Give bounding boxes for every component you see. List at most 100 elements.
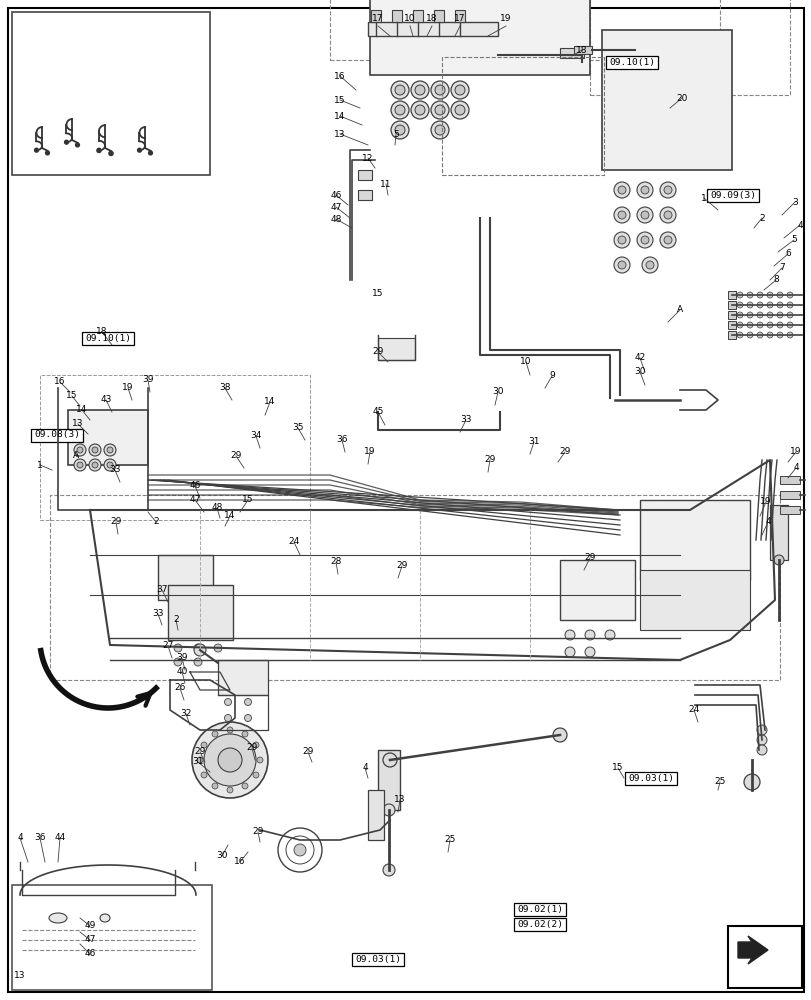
Bar	[12, 885, 212, 990]
Circle shape	[391, 101, 409, 119]
Text: 24: 24	[688, 706, 699, 714]
Circle shape	[766, 322, 772, 328]
Text: 1: 1	[37, 460, 43, 470]
Text: 09.03(1): 09.03(1)	[354, 955, 401, 964]
Text: 29: 29	[246, 743, 257, 752]
Circle shape	[431, 121, 448, 139]
Text: 35: 35	[292, 424, 303, 432]
Circle shape	[74, 459, 86, 471]
Bar	[727, 926, 801, 988]
Bar	[727, 331, 735, 339]
Text: 19: 19	[364, 448, 375, 456]
Text: 9: 9	[548, 371, 554, 380]
Text: 4: 4	[796, 221, 802, 230]
Bar	[168, 585, 233, 640]
Circle shape	[394, 85, 405, 95]
Circle shape	[659, 207, 676, 223]
Text: 29: 29	[396, 562, 407, 570]
Text: 11: 11	[380, 180, 391, 189]
Text: 19: 19	[122, 383, 134, 392]
Text: 16: 16	[334, 72, 345, 81]
Bar	[351, 953, 404, 966]
Text: 34: 34	[250, 432, 261, 440]
Text: 16: 16	[234, 857, 246, 866]
Text: 30: 30	[633, 367, 645, 376]
Bar	[371, 10, 380, 22]
Text: 39: 39	[142, 375, 153, 384]
Text: 42: 42	[633, 354, 645, 362]
Bar	[392, 10, 401, 22]
Circle shape	[756, 312, 762, 318]
Circle shape	[756, 725, 766, 735]
Bar	[560, 560, 634, 620]
Text: 16: 16	[54, 377, 66, 386]
Bar	[68, 410, 148, 465]
Text: 09.02(2): 09.02(2)	[517, 920, 562, 929]
Bar	[601, 30, 731, 170]
Text: 09.09(3): 09.09(3)	[709, 191, 755, 200]
Text: 44: 44	[54, 833, 66, 842]
Text: 25: 25	[714, 778, 725, 786]
Bar	[779, 476, 799, 484]
Text: 4: 4	[792, 464, 798, 473]
Bar	[727, 321, 735, 329]
Text: 48: 48	[211, 504, 222, 512]
Polygon shape	[737, 936, 767, 964]
Circle shape	[564, 647, 574, 657]
Circle shape	[174, 644, 182, 652]
Bar	[454, 10, 465, 22]
Bar	[727, 291, 735, 299]
Text: 36: 36	[34, 833, 45, 842]
Circle shape	[756, 302, 762, 308]
Bar	[560, 48, 583, 58]
Circle shape	[224, 714, 231, 721]
Bar	[769, 505, 787, 560]
Ellipse shape	[100, 914, 109, 922]
Text: 18: 18	[97, 328, 108, 336]
Text: 28: 28	[330, 558, 341, 566]
Text: 09.08(3): 09.08(3)	[34, 430, 80, 440]
Circle shape	[756, 745, 766, 755]
Bar	[329, 0, 719, 60]
Bar	[441, 57, 603, 175]
Circle shape	[766, 332, 772, 338]
Text: 25: 25	[444, 835, 455, 844]
Circle shape	[92, 447, 98, 453]
Circle shape	[454, 85, 465, 95]
Circle shape	[613, 207, 629, 223]
Bar	[624, 772, 676, 784]
Circle shape	[564, 630, 574, 640]
Bar	[727, 311, 735, 319]
Circle shape	[613, 232, 629, 248]
Bar	[706, 189, 758, 202]
Circle shape	[74, 444, 86, 456]
Circle shape	[776, 312, 782, 318]
Text: 13: 13	[334, 130, 345, 139]
Text: 40: 40	[176, 668, 187, 676]
Circle shape	[253, 772, 259, 778]
Circle shape	[435, 125, 444, 135]
Text: 5: 5	[790, 235, 796, 244]
Text: 26: 26	[174, 684, 186, 692]
Circle shape	[450, 81, 469, 99]
Circle shape	[663, 211, 672, 219]
Circle shape	[435, 85, 444, 95]
Bar	[727, 301, 735, 309]
Circle shape	[383, 753, 397, 767]
Circle shape	[244, 698, 251, 706]
Text: 27: 27	[162, 642, 174, 650]
Text: 38: 38	[219, 383, 230, 392]
Circle shape	[640, 186, 648, 194]
Text: 13: 13	[394, 795, 406, 804]
Text: 29: 29	[584, 554, 595, 562]
Text: 33: 33	[109, 466, 121, 475]
Bar	[413, 10, 423, 22]
Circle shape	[773, 555, 783, 565]
Text: 47: 47	[84, 935, 96, 944]
Text: 39: 39	[176, 654, 187, 662]
Circle shape	[391, 81, 409, 99]
Bar	[513, 918, 565, 931]
Bar	[367, 22, 497, 36]
Circle shape	[109, 151, 113, 156]
Circle shape	[97, 148, 101, 153]
